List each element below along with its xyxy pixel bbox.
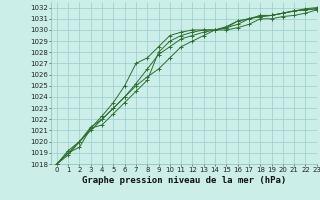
X-axis label: Graphe pression niveau de la mer (hPa): Graphe pression niveau de la mer (hPa) [82, 176, 286, 185]
